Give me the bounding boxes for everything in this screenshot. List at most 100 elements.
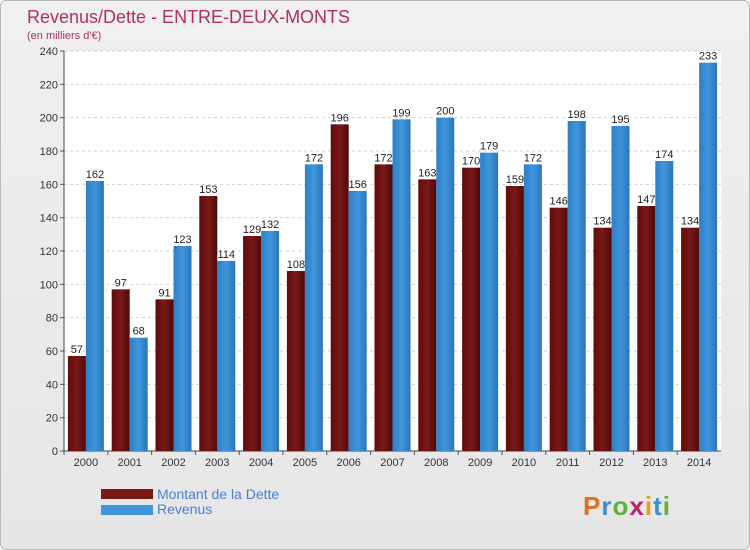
data-label-revenus: 114: [218, 249, 236, 261]
x-tick-label: 2001: [117, 457, 141, 469]
logo-letter: x: [629, 491, 645, 521]
bar-revenus: [261, 231, 280, 451]
bar-revenus: [348, 191, 367, 451]
data-label-dette: 172: [374, 152, 392, 164]
x-tick-label: 2009: [468, 457, 492, 469]
x-tick-label: 2010: [512, 457, 536, 469]
data-label-dette: 91: [158, 287, 170, 299]
bar-dette: [681, 227, 700, 451]
bar-revenus: [304, 164, 323, 452]
logo-letter: i: [662, 491, 671, 521]
bar-dette: [637, 206, 656, 451]
x-tick-label: 2003: [205, 457, 229, 469]
bar-dette: [462, 167, 481, 451]
bar-dette: [111, 289, 130, 451]
x-tick-label: 2006: [336, 457, 360, 469]
y-tick-label: 80: [46, 313, 58, 325]
bar-revenus: [523, 164, 542, 452]
y-tick-label: 180: [40, 146, 58, 158]
x-tick-label: 2014: [687, 457, 711, 469]
data-label-dette: 170: [462, 156, 480, 168]
bar-dette: [286, 271, 305, 451]
data-label-revenus: 162: [86, 169, 104, 181]
legend-swatch-revenus: [101, 505, 153, 515]
x-tick-label: 2002: [161, 457, 185, 469]
x-tick-label: 2000: [74, 457, 98, 469]
data-label-dette: 153: [199, 184, 217, 196]
bar-dette: [374, 164, 393, 452]
bar-revenus: [173, 246, 192, 451]
data-label-dette: 196: [331, 112, 349, 124]
y-tick-label: 20: [46, 413, 58, 425]
bar-dette: [593, 227, 612, 451]
data-label-revenus: 174: [655, 149, 673, 161]
bar-dette: [505, 186, 524, 451]
legend-label-dette: Montant de la Dette: [157, 486, 280, 502]
bar-revenus: [436, 117, 455, 452]
bar-revenus: [129, 337, 148, 451]
x-tick-label: 2005: [293, 457, 317, 469]
data-label-dette: 163: [418, 167, 436, 179]
data-label-revenus: 195: [611, 114, 629, 126]
bar-revenus: [567, 121, 586, 451]
data-label-revenus: 132: [261, 219, 279, 231]
bar-revenus: [655, 161, 674, 451]
y-tick-label: 160: [40, 179, 58, 191]
data-label-revenus: 123: [173, 234, 191, 246]
bar-revenus: [611, 126, 630, 451]
bar-revenus: [217, 261, 236, 451]
data-label-revenus: 68: [133, 326, 145, 338]
bar-revenus: [85, 181, 104, 451]
legend-label-revenus: Revenus: [157, 501, 213, 517]
logo-letter: r: [601, 491, 613, 521]
x-tick-label: 2012: [599, 457, 623, 469]
bar-dette: [199, 196, 218, 451]
data-label-revenus: 172: [524, 152, 542, 164]
data-label-revenus: 198: [568, 109, 586, 121]
legend-swatch-dette: [101, 489, 153, 499]
bar-revenus: [699, 62, 718, 452]
data-label-dette: 108: [287, 259, 305, 271]
chart-title: Revenus/Dette - ENTRE-DEUX-MONTS: [27, 7, 351, 27]
bar-dette: [549, 207, 568, 451]
y-tick-label: 140: [40, 213, 58, 225]
bar-dette: [243, 236, 262, 451]
logo-letter: i: [644, 491, 654, 521]
y-tick-label: 240: [40, 46, 58, 58]
x-tick-label: 2007: [380, 457, 404, 469]
data-label-dette: 97: [115, 277, 127, 289]
data-label-dette: 159: [506, 174, 524, 186]
y-tick-label: 100: [40, 279, 58, 291]
logo-letter: o: [612, 491, 630, 521]
data-label-dette: 147: [637, 194, 655, 206]
data-label-revenus: 233: [699, 51, 717, 63]
data-label-revenus: 199: [392, 107, 410, 119]
bar-dette: [67, 356, 86, 451]
data-label-dette: 129: [243, 224, 261, 236]
logo-letter: P: [583, 491, 602, 521]
bar-revenus: [392, 119, 411, 451]
bar-dette: [330, 124, 349, 451]
y-tick-label: 220: [40, 79, 58, 91]
proxiti-logo: Proxiti: [583, 491, 671, 522]
x-tick-label: 2004: [249, 457, 273, 469]
logo-letter: t: [653, 491, 663, 521]
data-label-revenus: 200: [436, 106, 454, 118]
x-tick-label: 2011: [556, 457, 580, 469]
data-label-dette: 134: [681, 216, 699, 228]
y-tick-label: 200: [40, 113, 58, 125]
y-tick-label: 60: [46, 346, 58, 358]
data-label-revenus: 156: [349, 179, 367, 191]
y-tick-label: 120: [40, 246, 58, 258]
data-label-dette: 134: [593, 216, 611, 228]
data-label-revenus: 179: [480, 141, 498, 153]
data-label-dette: 57: [71, 344, 83, 356]
x-tick-label: 2008: [424, 457, 448, 469]
x-tick-label: 2013: [643, 457, 667, 469]
bar-revenus: [480, 152, 499, 451]
data-label-revenus: 172: [305, 152, 323, 164]
data-label-dette: 146: [550, 196, 568, 208]
bar-dette: [418, 179, 437, 452]
